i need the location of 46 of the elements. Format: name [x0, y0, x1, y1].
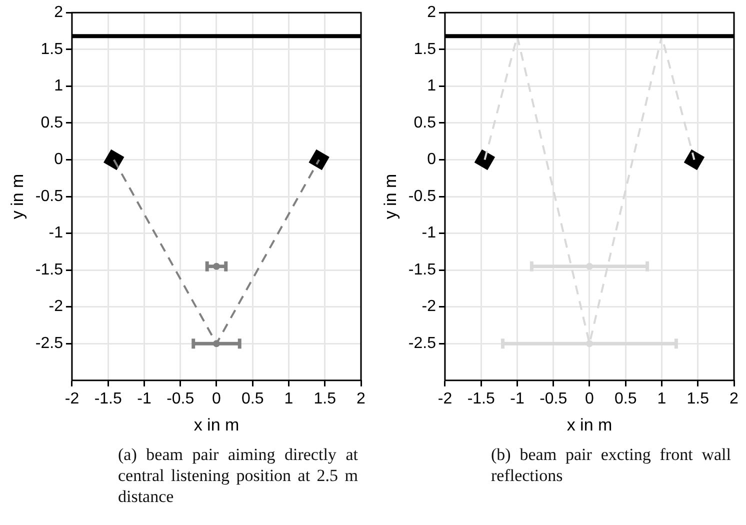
y-tick-label: 1.5: [40, 40, 64, 58]
x-tick-label: 1: [284, 390, 294, 408]
point: [308, 150, 330, 170]
x-tick-label: 1.5: [314, 390, 336, 408]
y-tick-label: -1.5: [408, 261, 436, 278]
x-tick-label: 2: [356, 390, 366, 408]
x-tick-label: -1: [510, 390, 524, 408]
y-tick-label: 2: [427, 4, 436, 22]
y-tick-label: -1.5: [35, 261, 64, 278]
y-tick-label: -2.5: [35, 335, 64, 352]
y-tick-label: 1: [427, 78, 436, 95]
x-tick-label: -1: [137, 390, 152, 408]
y-tick-label: -2.5: [408, 335, 436, 352]
x-tick-label: 2: [730, 390, 739, 408]
y-tick-label: -1: [422, 224, 436, 242]
x-tick-label: 0: [585, 390, 594, 408]
y-tick-label: -1: [48, 224, 64, 242]
y-tick-label: -2: [48, 298, 64, 316]
y-tick-label: 0: [427, 151, 436, 168]
x-tick-label: -0.5: [166, 390, 194, 408]
x-tick-label: -1.5: [467, 390, 495, 408]
point: [104, 150, 124, 170]
y-axis-title: y in m: [8, 174, 27, 220]
x-axis-title: x in m: [566, 415, 612, 434]
x-tick-label: -0.5: [540, 390, 568, 408]
x-tick-label: 0.5: [614, 390, 637, 408]
point: [474, 150, 495, 170]
y-tick-label: -0.5: [35, 188, 64, 205]
y-tick-label: 1: [54, 78, 64, 95]
x-tick-label: 1.5: [686, 390, 710, 408]
y-tick-label: -0.5: [408, 188, 436, 205]
y-tick-label: 2: [54, 4, 64, 22]
y-tick-label: -2: [422, 298, 436, 316]
text: (b) beam pair excting front wall reflections: [491, 444, 731, 486]
text: (a) beam pair aiming directly at central listening position at 2.5 m distance: [118, 444, 358, 507]
x-tick-label: -1.5: [94, 390, 122, 408]
x-tick-label: 1: [657, 390, 666, 408]
y-tick-label: 0.5: [414, 114, 436, 132]
y-tick-label: 1.5: [414, 40, 436, 58]
y-tick-label: 0.5: [40, 114, 64, 132]
point: [684, 150, 704, 170]
x-tick-label: 0.5: [241, 390, 264, 408]
y-tick-label: 0: [54, 151, 64, 168]
x-axis-title: x in m: [194, 415, 240, 434]
x-tick-label: 0: [212, 390, 222, 408]
y-axis-title: y in m: [380, 174, 400, 220]
